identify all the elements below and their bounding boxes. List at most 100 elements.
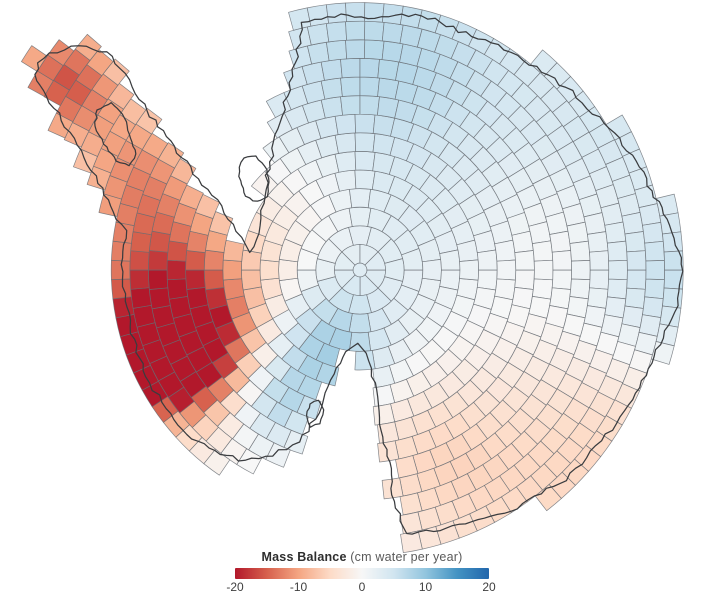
grid-cell [166, 240, 188, 262]
grid-cell [345, 39, 366, 60]
coastline-path [34, 13, 684, 535]
grid-cell [112, 296, 135, 319]
grid-cell [604, 296, 627, 319]
legend-colorbar [235, 568, 489, 579]
grid-cell [659, 305, 682, 328]
grid-cell [571, 260, 591, 280]
grid-cell [203, 269, 225, 291]
grid-cell [359, 58, 380, 79]
grid-cell [621, 212, 644, 235]
grid-cell [626, 250, 647, 271]
grid-cell [354, 113, 376, 134]
grid-cell [569, 240, 591, 262]
grid-cell [476, 269, 498, 291]
grid-cell [439, 249, 461, 271]
grid-cell [642, 222, 664, 244]
grid-cell [130, 287, 152, 309]
island-outline [305, 399, 325, 428]
grid-cell [549, 230, 572, 253]
grid-cell [663, 250, 684, 271]
grid-cell [551, 269, 572, 290]
grid-cell [624, 287, 646, 309]
grid-cell [166, 259, 187, 281]
grid-cell [222, 259, 243, 281]
grid-cell [364, 39, 385, 60]
grid-cell [514, 250, 535, 271]
legend-tick-label: 0 [358, 580, 366, 593]
grid-cell [589, 269, 610, 290]
grid-cell [129, 269, 150, 290]
grid-cell [587, 287, 609, 309]
grid-cell [307, 41, 330, 65]
grid-cell [359, 76, 380, 97]
grid-cell [494, 239, 516, 262]
grid-cell [354, 350, 376, 371]
legend-title-units: (cm water per year) [346, 550, 463, 564]
grid-cell [320, 58, 343, 81]
grid-cell [130, 231, 152, 253]
grid-cell [638, 203, 662, 226]
grid-cell [551, 250, 572, 271]
grid-cell [222, 278, 245, 301]
grid-cell [644, 240, 665, 262]
grid-cell [364, 2, 385, 23]
grid-cell [306, 23, 330, 46]
grid-cell [166, 278, 188, 300]
grid-cell [496, 259, 517, 281]
grid-cell [533, 259, 554, 281]
grid-cell [345, 20, 366, 41]
grid-cell [644, 278, 665, 300]
grid-cell [459, 259, 479, 281]
grid-cell [511, 230, 534, 253]
grid-cell [325, 2, 347, 24]
grid-cell [604, 221, 627, 244]
legend: Mass Balance (cm water per year) -20 -10 0… [0, 548, 720, 593]
grid-cell [348, 206, 372, 227]
grid-cell [650, 341, 675, 365]
grid-cell [349, 331, 371, 352]
grid-cell [348, 313, 372, 334]
grid-cell [566, 221, 589, 244]
grid-cell [354, 169, 376, 190]
grid-cell [655, 193, 679, 217]
grid-cell [421, 259, 442, 281]
grid-cell [608, 259, 628, 281]
grid-cell [354, 151, 376, 172]
grid-cell [110, 260, 131, 280]
grid-cell [587, 231, 609, 253]
grid-cell [203, 249, 225, 271]
grid-cell [340, 76, 361, 97]
grid-cell [334, 132, 357, 154]
grid-cell [278, 259, 299, 281]
grid-cell [111, 240, 132, 262]
grid-cell [340, 58, 361, 79]
grid-cell [659, 212, 682, 235]
legend-tick-label: 20 [482, 580, 496, 593]
grid-cell [241, 249, 262, 271]
grid-cell [222, 239, 245, 262]
grid-cell [349, 188, 371, 209]
grid-cell [326, 39, 348, 62]
grid-cell [21, 45, 48, 72]
grid-cell [185, 269, 206, 290]
grid-cell [534, 484, 562, 512]
grid-cell [364, 20, 385, 42]
grid-cell [589, 250, 610, 271]
grid-cell [241, 269, 262, 291]
grid-cell [129, 250, 150, 271]
legend-tick-label: -10 [289, 580, 308, 593]
island-outline [238, 155, 270, 202]
grid-cell [624, 231, 646, 253]
coastline [34, 13, 684, 535]
grid-cell [359, 95, 380, 116]
grid-cell [320, 96, 343, 119]
grid-cell [476, 249, 498, 271]
grid-cell [334, 113, 356, 135]
legend-title: Mass Balance (cm water per year) [112, 550, 612, 564]
legend-tick-label: -20 [226, 580, 244, 593]
grid-cell [372, 403, 396, 426]
legend-tick-label: 10 [418, 580, 433, 593]
island-outline [94, 102, 137, 167]
